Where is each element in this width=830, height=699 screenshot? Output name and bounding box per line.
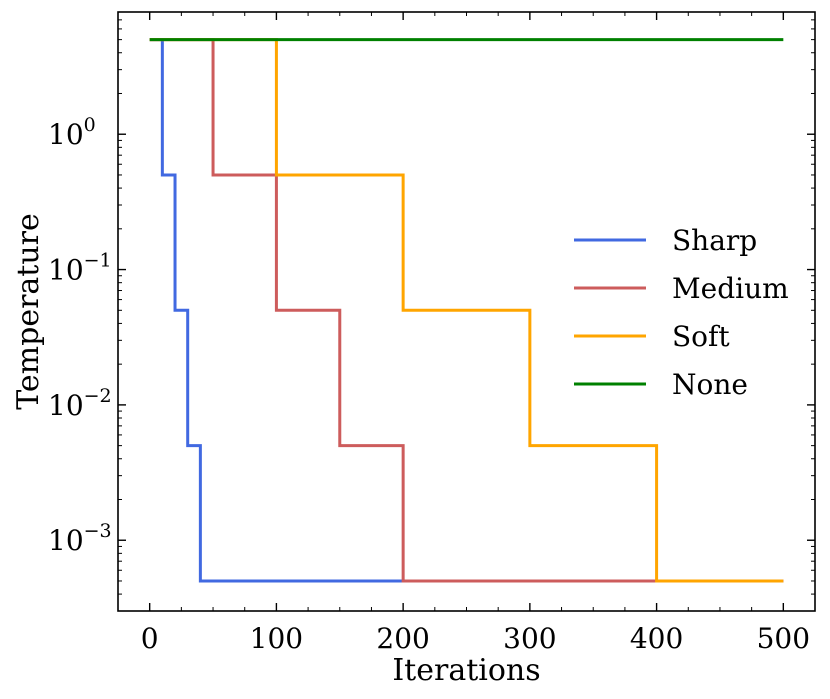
series-line-medium [149,38,784,583]
legend-label: Soft [672,320,730,353]
y-axis-label: Temperature [11,213,46,410]
legend-label: Sharp [672,224,757,257]
y-tick-label: 10−3 [48,520,112,557]
x-axis-label: Iterations [392,653,540,688]
x-tick-label: 400 [630,622,683,655]
x-tick-label: 300 [503,622,556,655]
legend-item-none: None [574,368,748,401]
y-tick-label: 10−1 [48,250,112,287]
x-tick-label: 0 [141,622,159,655]
legend-label: Medium [672,272,789,305]
x-tick-label: 200 [376,622,429,655]
legend-label: None [672,368,748,401]
x-tick-label: 100 [250,622,303,655]
series-line-soft [149,38,784,583]
plot-frame [117,11,816,612]
y-tick-label: 100 [48,114,96,151]
y-tick-label: 10−2 [48,385,112,422]
series-layer [149,38,784,583]
legend-item-soft: Soft [574,320,730,353]
series-line-sharp [149,38,784,583]
legend: Sharp Medium Soft None [574,224,789,401]
legend-item-sharp: Sharp [574,224,757,257]
legend-item-medium: Medium [574,272,789,305]
ticks-layer: 0 100 200 300 400 500 100 10−1 10−2 10−3 [48,11,816,655]
x-tick-label: 500 [757,622,810,655]
